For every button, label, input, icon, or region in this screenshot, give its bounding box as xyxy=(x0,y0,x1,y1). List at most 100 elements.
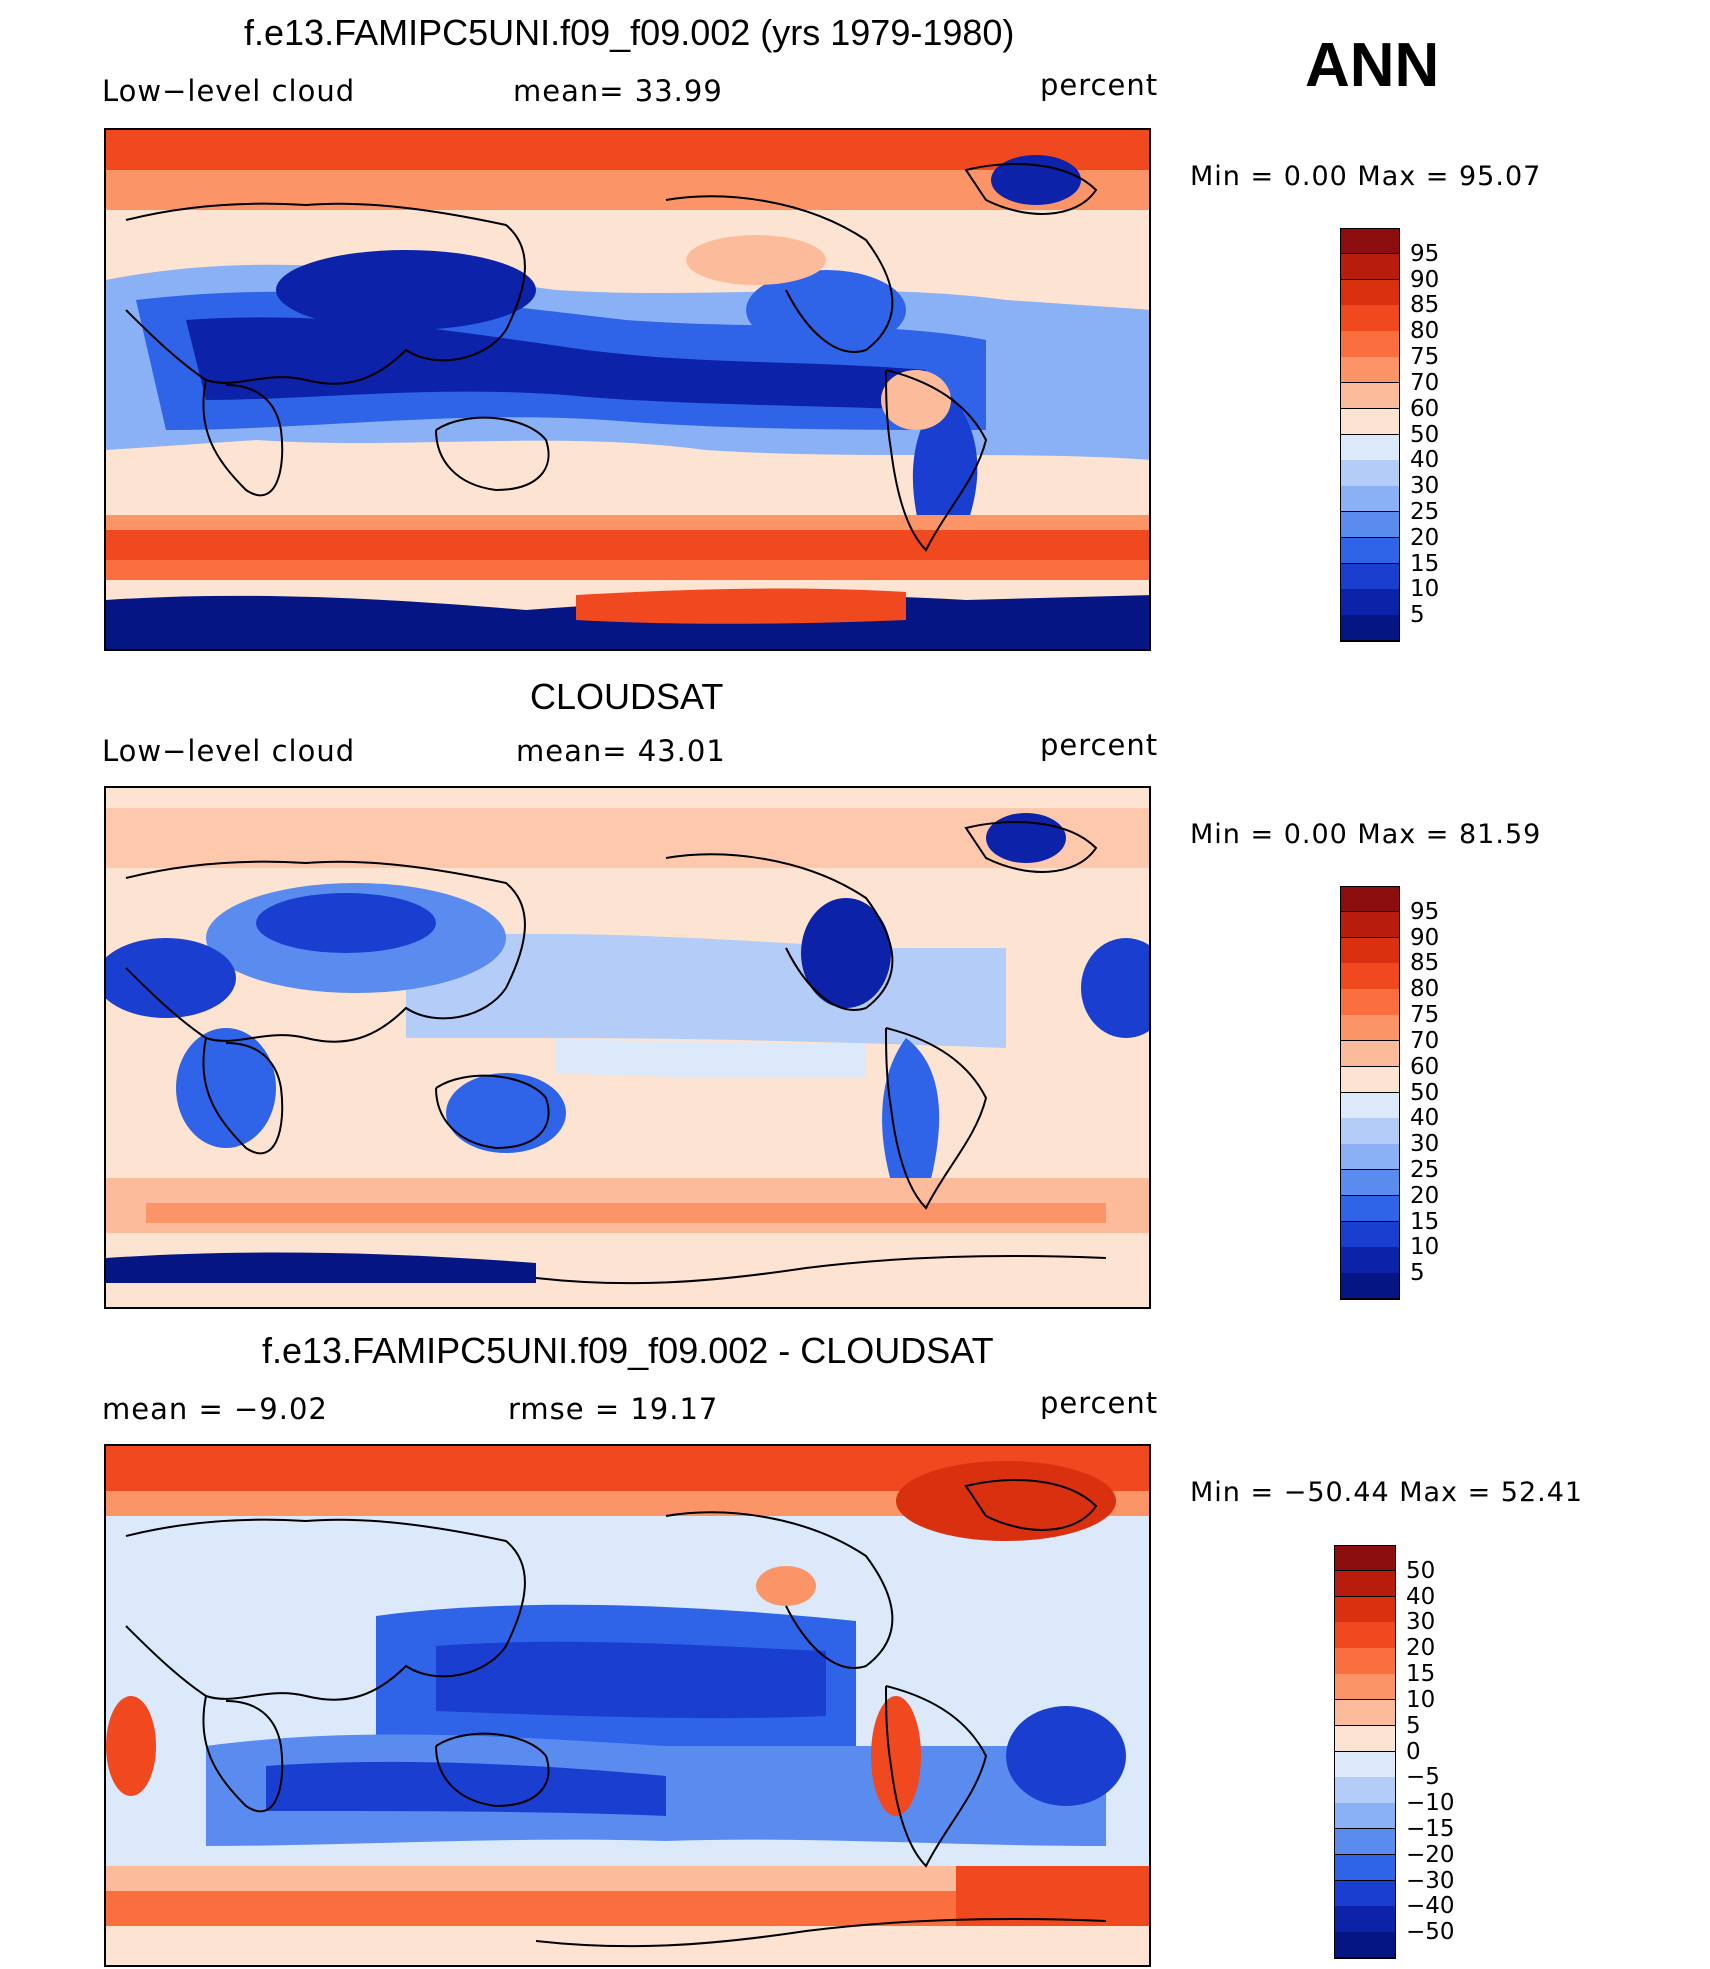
colorbar-swatch xyxy=(1334,1648,1396,1675)
colorbar-swatch xyxy=(1334,1674,1396,1701)
colorbar-tick-label: 25 xyxy=(1410,498,1440,525)
colorbar-tick-label: 70 xyxy=(1410,369,1440,396)
colorbar-swatch xyxy=(1340,1195,1400,1223)
colorbar-tick-label: 80 xyxy=(1410,318,1440,345)
colorbar-tick-label: 20 xyxy=(1410,524,1440,551)
colorbar-tick-label: 95 xyxy=(1410,240,1440,267)
panel-2-colorbar-box xyxy=(1340,886,1400,1299)
colorbar-swatch xyxy=(1334,1596,1396,1623)
panel-2-title: CLOUDSAT xyxy=(530,676,724,717)
panel-1-variable-label: Low−level cloud xyxy=(102,74,356,108)
colorbar-swatch xyxy=(1340,382,1400,410)
colorbar-swatch xyxy=(1334,1699,1396,1727)
colorbar-swatch xyxy=(1340,1144,1400,1171)
colorbar-swatch xyxy=(1334,1777,1396,1804)
colorbar-swatch xyxy=(1334,1803,1396,1830)
colorbar-tick-label: 75 xyxy=(1410,1002,1440,1029)
colorbar-swatch xyxy=(1340,1169,1400,1197)
colorbar-tick-label: 5 xyxy=(1410,1260,1425,1287)
colorbar-tick-label: 25 xyxy=(1410,1156,1440,1183)
colorbar-swatch xyxy=(1340,937,1400,964)
colorbar-tick-label: 15 xyxy=(1410,1208,1440,1235)
colorbar-swatch xyxy=(1334,1622,1396,1649)
colorbar-tick-label: 30 xyxy=(1406,1609,1436,1636)
colorbar-tick-label: 60 xyxy=(1410,1053,1440,1080)
panel-2-map xyxy=(104,786,1151,1309)
colorbar-tick-label: 85 xyxy=(1410,292,1440,319)
panel-3-mean-label: mean = −9.02 xyxy=(102,1392,328,1426)
colorbar-tick-label: 90 xyxy=(1410,924,1440,951)
colorbar-swatch xyxy=(1340,1092,1400,1119)
panel-1-colorbar: 95 90 85 80 75 70 60 50 40 30 25 20 15 10 5 xyxy=(1340,228,1460,643)
colorbar-tick-label: 50 xyxy=(1410,421,1440,448)
colorbar-tick-label: 90 xyxy=(1410,266,1440,293)
colorbar-tick-label: −5 xyxy=(1406,1764,1440,1791)
colorbar-tick-label: 30 xyxy=(1410,1131,1440,1158)
colorbar-tick-label: 10 xyxy=(1410,1234,1440,1261)
colorbar-swatch xyxy=(1340,1118,1400,1145)
colorbar-tick-label: 75 xyxy=(1410,344,1440,371)
panel-3-map xyxy=(104,1444,1151,1967)
colorbar-swatch xyxy=(1340,357,1400,384)
colorbar-tick-label: 5 xyxy=(1410,602,1425,629)
colorbar-swatch xyxy=(1340,911,1400,939)
colorbar-tick-label: 20 xyxy=(1406,1635,1436,1662)
colorbar-swatch xyxy=(1340,460,1400,487)
colorbar-tick-label: 70 xyxy=(1410,1027,1440,1054)
colorbar-swatch xyxy=(1340,963,1400,990)
colorbar-tick-label: 15 xyxy=(1410,550,1440,577)
colorbar-swatch xyxy=(1340,228,1400,255)
colorbar-swatch xyxy=(1340,1221,1400,1248)
panel-2-units-label: percent xyxy=(1040,728,1159,762)
colorbar-swatch xyxy=(1334,1906,1396,1933)
colorbar-swatch xyxy=(1340,511,1400,539)
colorbar-swatch xyxy=(1340,989,1400,1016)
colorbar-tick-label: 20 xyxy=(1410,1182,1440,1209)
colorbar-tick-label: 80 xyxy=(1410,976,1440,1003)
colorbar-swatch xyxy=(1340,408,1400,435)
colorbar-swatch xyxy=(1340,305,1400,332)
colorbar-swatch xyxy=(1340,1015,1400,1042)
season-label: ANN xyxy=(1305,31,1440,100)
colorbar-swatch xyxy=(1340,589,1400,616)
colorbar-swatch xyxy=(1334,1828,1396,1856)
colorbar-swatch xyxy=(1340,886,1400,913)
panel-1-title: f.e13.FAMIPC5UNI.f09_f09.002 (yrs 1979-1… xyxy=(244,12,1015,53)
colorbar-tick-label: 30 xyxy=(1410,473,1440,500)
colorbar-swatch xyxy=(1340,434,1400,461)
colorbar-tick-label: 0 xyxy=(1406,1738,1421,1765)
colorbar-tick-label: −15 xyxy=(1406,1815,1455,1842)
colorbar-tick-label: −30 xyxy=(1406,1867,1455,1894)
panel-1-map xyxy=(104,128,1151,651)
panel-3-units-label: percent xyxy=(1040,1386,1159,1420)
colorbar-swatch xyxy=(1334,1751,1396,1778)
colorbar-swatch xyxy=(1340,537,1400,565)
panel-2-mean-label: mean= 43.01 xyxy=(516,734,726,768)
colorbar-tick-label: 95 xyxy=(1410,898,1440,925)
colorbar-tick-label: 50 xyxy=(1410,1079,1440,1106)
panel-1-colorbar-box xyxy=(1340,228,1400,641)
colorbar-swatch xyxy=(1340,279,1400,306)
panel-2-variable-label: Low−level cloud xyxy=(102,734,356,768)
colorbar-tick-label: −40 xyxy=(1406,1893,1455,1920)
colorbar-swatch xyxy=(1334,1880,1396,1907)
colorbar-tick-label: 40 xyxy=(1410,447,1440,474)
colorbar-swatch xyxy=(1334,1570,1396,1598)
colorbar-tick-label: 50 xyxy=(1406,1557,1436,1584)
colorbar-swatch xyxy=(1340,253,1400,281)
panel-1-mean-label: mean= 33.99 xyxy=(513,74,723,108)
colorbar-tick-label: 10 xyxy=(1410,576,1440,603)
panel-2-minmax: Min = 0.00 Max = 81.59 xyxy=(1190,819,1542,850)
colorbar-swatch xyxy=(1340,1040,1400,1068)
colorbar-tick-label: 85 xyxy=(1410,950,1440,977)
colorbar-tick-label: 40 xyxy=(1410,1105,1440,1132)
panel-3-colorbar-box xyxy=(1334,1545,1396,1958)
colorbar-tick-label: −20 xyxy=(1406,1841,1455,1868)
panel-3-rmse-label: rmse = 19.17 xyxy=(508,1392,719,1426)
panel-1-minmax: Min = 0.00 Max = 95.07 xyxy=(1190,161,1542,192)
colorbar-tick-label: 60 xyxy=(1410,395,1440,422)
colorbar-swatch xyxy=(1334,1854,1396,1882)
colorbar-tick-label: −10 xyxy=(1406,1790,1455,1817)
colorbar-tick-label: 15 xyxy=(1406,1661,1436,1688)
colorbar-tick-label: 10 xyxy=(1406,1686,1436,1713)
